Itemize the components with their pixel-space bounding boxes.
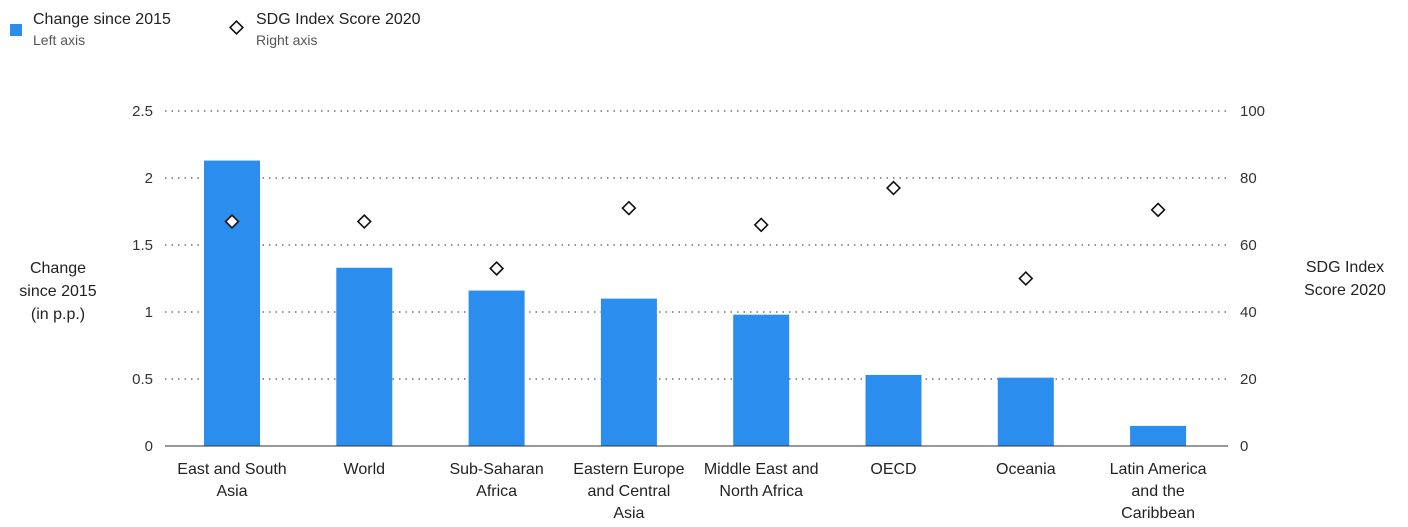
category-label: Latin America xyxy=(1110,461,1207,478)
category-labels: East and South Asia World Sub-Saharan Africa… xyxy=(177,461,1206,522)
legend-bar-swatch xyxy=(10,24,22,36)
diamond-series xyxy=(224,180,1166,286)
bar xyxy=(1130,425,1187,446)
right-tick-label: 40 xyxy=(1240,304,1257,321)
legend-label-sdg: SDG Index Score 2020 xyxy=(256,11,421,28)
left-tick-label: 0 xyxy=(145,438,153,455)
gridlines xyxy=(165,110,1228,380)
category-label: OECD xyxy=(870,461,916,478)
legend-sub-right-axis: Right axis xyxy=(256,32,317,48)
category-label: East and South xyxy=(177,461,286,478)
bar xyxy=(865,374,922,446)
category-label: Caribbean xyxy=(1121,505,1195,522)
bar xyxy=(600,298,657,446)
left-axis-ticks: 0 0.5 1 1.5 2 2.5 xyxy=(132,103,153,455)
left-tick-label: 1 xyxy=(145,304,153,321)
right-tick-label: 0 xyxy=(1240,438,1248,455)
right-tick-label: 100 xyxy=(1240,103,1265,120)
legend: Change since 2015 Left axis SDG Index Scor… xyxy=(10,11,421,48)
diamond-point xyxy=(489,260,505,276)
diamond-point xyxy=(1018,271,1034,286)
legend-label-change: Change since 2015 xyxy=(33,11,171,28)
right-tick-label: 20 xyxy=(1240,371,1257,388)
category-label: and the xyxy=(1131,483,1184,500)
diamond-point xyxy=(1150,202,1166,218)
category-label: North Africa xyxy=(719,483,803,500)
left-axis-title: Change since 2015 (in p.p.) xyxy=(19,260,96,323)
left-axis-title-line: Change xyxy=(30,260,86,277)
category-label: Middle East and xyxy=(704,461,819,478)
right-tick-label: 80 xyxy=(1240,170,1257,187)
legend-sub-left-axis: Left axis xyxy=(33,32,85,48)
bar xyxy=(336,267,393,446)
bar xyxy=(733,314,790,446)
right-axis-title-line: SDG Index xyxy=(1306,259,1384,276)
category-label: World xyxy=(344,461,386,478)
left-tick-label: 0.5 xyxy=(132,371,153,388)
left-tick-label: 2.5 xyxy=(132,103,153,120)
diamond-point xyxy=(224,214,240,230)
category-label: and Central xyxy=(588,483,671,500)
category-label: Asia xyxy=(613,505,644,522)
diamond-point xyxy=(356,214,372,230)
bar xyxy=(468,290,525,446)
diamond-point xyxy=(753,217,769,233)
diamond-point xyxy=(886,180,901,196)
bar xyxy=(997,377,1054,446)
right-axis-title-line: Score 2020 xyxy=(1304,282,1386,299)
left-axis-title-line: since 2015 xyxy=(19,283,96,300)
left-tick-label: 2 xyxy=(145,170,153,187)
left-axis-title-line: (in p.p.) xyxy=(31,306,85,323)
bar xyxy=(204,160,260,446)
category-label: Eastern Europe xyxy=(573,461,684,478)
category-label: Oceania xyxy=(996,461,1056,478)
category-label: Sub-Saharan xyxy=(449,461,543,478)
category-label: Africa xyxy=(476,483,517,500)
category-label: Asia xyxy=(216,483,247,500)
diamond-point xyxy=(621,200,637,216)
left-tick-label: 1.5 xyxy=(132,237,153,254)
bar-series xyxy=(204,160,1187,446)
right-axis-ticks: 0 20 40 60 80 100 xyxy=(1240,103,1265,455)
legend-diamond-swatch xyxy=(229,20,244,35)
right-axis-title: SDG Index Score 2020 xyxy=(1304,259,1386,299)
right-tick-label: 60 xyxy=(1240,237,1257,254)
